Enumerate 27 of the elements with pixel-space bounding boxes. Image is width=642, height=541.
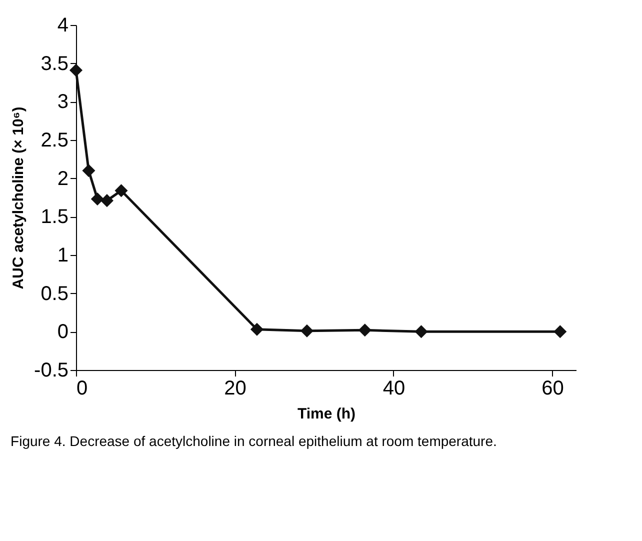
x-axis-title: Time (h) xyxy=(297,406,356,422)
point xyxy=(554,325,567,338)
y-tick-label: 3.5 xyxy=(40,52,68,75)
point xyxy=(250,322,264,336)
point xyxy=(69,64,83,77)
y-tick-label: 1 xyxy=(57,244,68,266)
y-tick-label: 4 xyxy=(57,14,68,36)
y-tick-label: 0.5 xyxy=(40,282,68,305)
caption: Figure 4. Decrease of acetylcholine in corneal epithelium at room temperature. xyxy=(10,433,497,449)
point xyxy=(300,324,314,338)
y-tick-label: 3 xyxy=(57,91,68,114)
point xyxy=(100,194,114,208)
y-axis-title: AUC acetylcholine (× 10⁶) xyxy=(10,106,28,290)
point xyxy=(90,192,104,206)
point xyxy=(82,164,96,178)
x-tick-label: 0 xyxy=(76,378,88,400)
x-tick-label: 20 xyxy=(224,378,246,400)
y-tick-label: 0 xyxy=(57,321,68,344)
point xyxy=(114,184,128,198)
y-tick-label: 2 xyxy=(57,168,68,190)
x-tick-label: 60 xyxy=(542,378,564,400)
point xyxy=(358,324,372,337)
y-tick-label: -0.5 xyxy=(34,360,68,382)
x-tick-label: 40 xyxy=(382,378,406,400)
y-tick-label: 2.5 xyxy=(40,130,68,152)
y-tick-label: 1.5 xyxy=(40,206,68,228)
point xyxy=(414,325,428,338)
